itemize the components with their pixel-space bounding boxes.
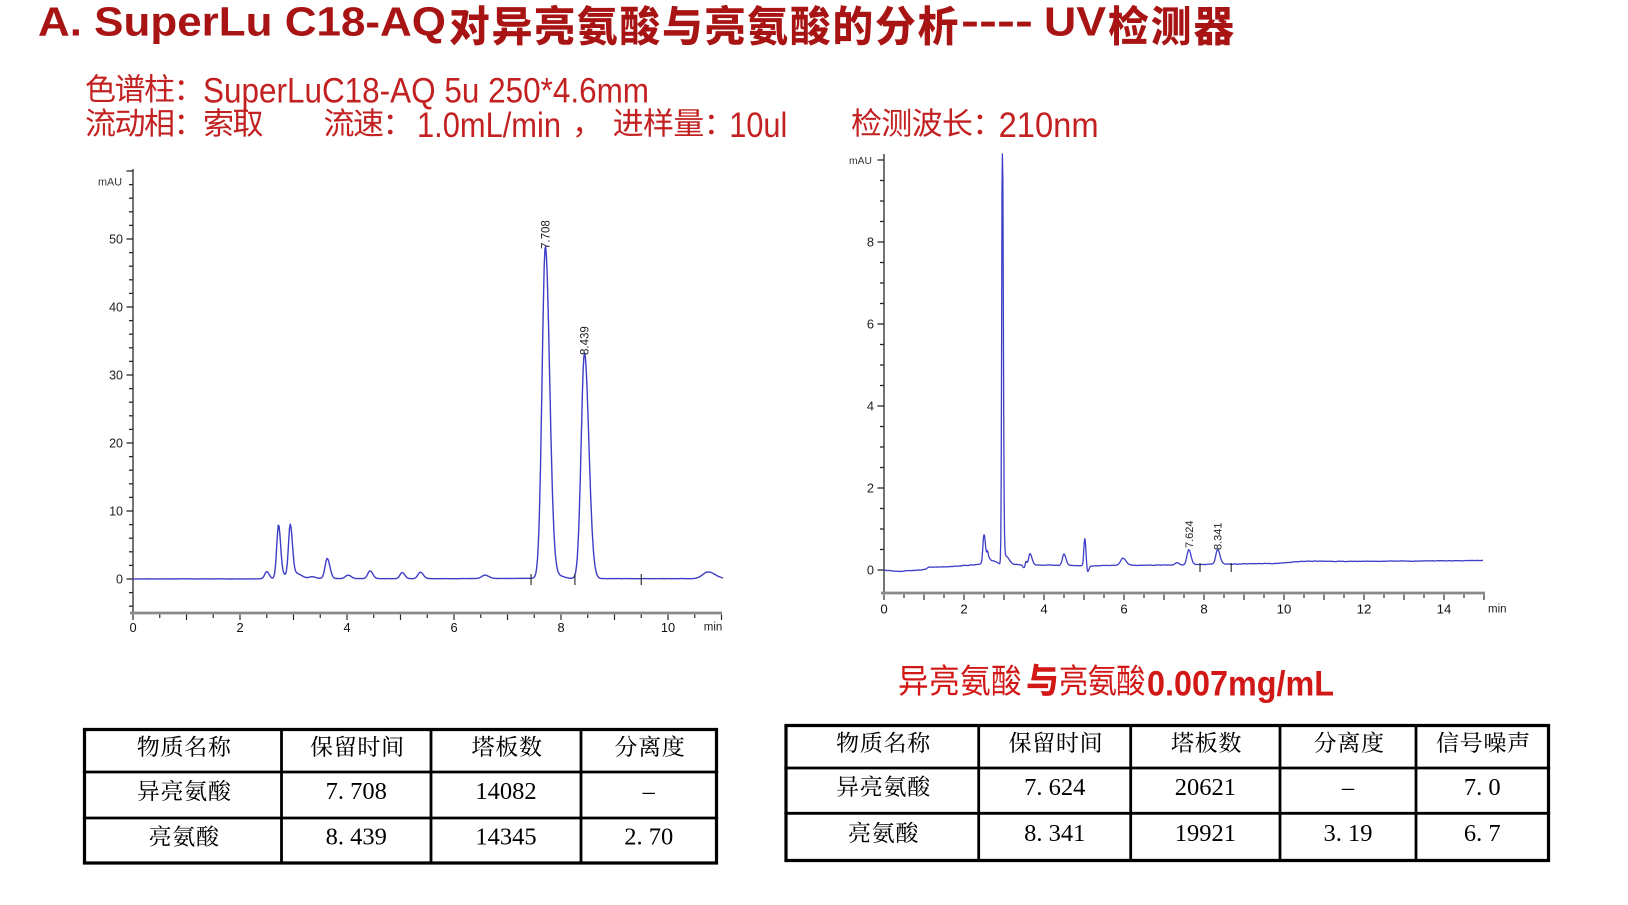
svg-text:7.624: 7.624 xyxy=(1184,520,1196,548)
svg-text:A. SuperLu C18-AQ: A. SuperLu C18-AQ xyxy=(38,0,446,45)
svg-text:7. 708: 7. 708 xyxy=(326,778,387,805)
svg-text:min: min xyxy=(1488,604,1507,616)
svg-text:2: 2 xyxy=(960,602,967,617)
svg-text:UV: UV xyxy=(1044,0,1107,45)
svg-text:min: min xyxy=(704,622,723,634)
svg-text:6. 7: 6. 7 xyxy=(1464,820,1501,847)
svg-text:14: 14 xyxy=(1437,602,1452,617)
svg-text:20621: 20621 xyxy=(1175,774,1236,801)
svg-text:mAU: mAU xyxy=(98,177,122,189)
svg-text:3. 19: 3. 19 xyxy=(1324,820,1373,847)
svg-text:14082: 14082 xyxy=(475,778,536,805)
svg-text:30: 30 xyxy=(109,368,123,382)
svg-text:0: 0 xyxy=(129,620,136,635)
svg-text:8.341: 8.341 xyxy=(1213,522,1225,550)
svg-text:8. 439: 8. 439 xyxy=(326,824,387,851)
svg-text:4: 4 xyxy=(1040,602,1047,617)
svg-text:10: 10 xyxy=(661,620,675,635)
svg-text:7. 0: 7. 0 xyxy=(1464,774,1501,801)
svg-text:mAU: mAU xyxy=(849,156,872,167)
svg-text:2: 2 xyxy=(867,480,874,495)
svg-text:7.708: 7.708 xyxy=(540,220,552,249)
svg-text:7. 624: 7. 624 xyxy=(1024,774,1085,801)
svg-text:8: 8 xyxy=(557,620,564,635)
svg-text:10: 10 xyxy=(1277,602,1292,617)
svg-text:40: 40 xyxy=(109,300,123,314)
svg-text:14345: 14345 xyxy=(475,824,536,851)
svg-text:6: 6 xyxy=(450,620,457,635)
svg-text:6: 6 xyxy=(867,316,874,331)
svg-text:8: 8 xyxy=(1200,602,1207,617)
svg-text:–: – xyxy=(642,778,656,805)
svg-text:10: 10 xyxy=(109,504,123,518)
svg-text:19921: 19921 xyxy=(1175,820,1236,847)
svg-text:0: 0 xyxy=(880,602,887,617)
svg-text:8. 341: 8. 341 xyxy=(1024,820,1085,847)
svg-text:0.007mg/mL: 0.007mg/mL xyxy=(1147,664,1334,704)
svg-text:8: 8 xyxy=(867,234,874,249)
svg-text:–: – xyxy=(1341,774,1355,801)
svg-text:50: 50 xyxy=(109,232,123,246)
svg-text:SuperLuC18-AQ 5u 250*4.6mm: SuperLuC18-AQ 5u 250*4.6mm xyxy=(203,72,649,111)
svg-text:6: 6 xyxy=(1120,602,1127,617)
svg-text:20: 20 xyxy=(109,436,123,450)
svg-text:8.439: 8.439 xyxy=(579,326,591,355)
svg-text:10ul: 10ul xyxy=(729,106,787,145)
svg-text:0: 0 xyxy=(116,572,123,586)
svg-text:4: 4 xyxy=(343,620,350,635)
svg-text:----: ---- xyxy=(961,0,1033,44)
svg-text:2: 2 xyxy=(236,620,243,635)
svg-text:0: 0 xyxy=(867,562,874,577)
svg-text:210nm: 210nm xyxy=(999,106,1099,145)
svg-text:4: 4 xyxy=(867,398,874,413)
svg-text:1.0mL/min: 1.0mL/min xyxy=(417,106,561,145)
svg-text:2. 70: 2. 70 xyxy=(624,824,673,851)
svg-text:12: 12 xyxy=(1357,602,1372,617)
